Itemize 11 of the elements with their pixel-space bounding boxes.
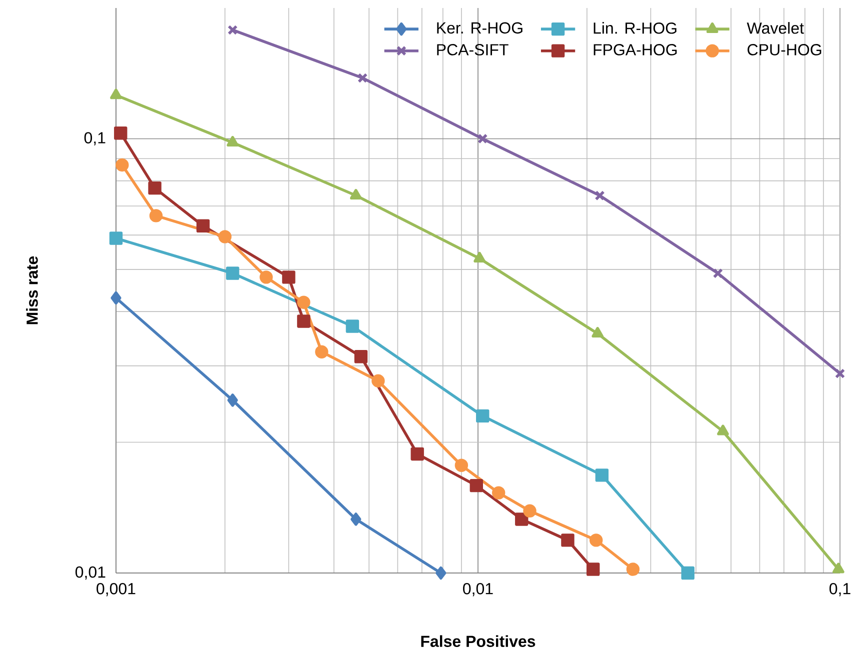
x-tick-label: 0,001 — [96, 583, 136, 596]
y-axis-title: Miss rate — [26, 256, 38, 324]
legend-label: CPU-HOG — [748, 44, 822, 56]
legend-label: FPGA-HOG — [594, 44, 677, 56]
x-tick-label: 0,01 — [463, 583, 493, 596]
x-axis-title: False Positives — [421, 635, 536, 647]
legend-label: PCA-SIFT — [437, 44, 508, 56]
legend-label: Wavelet — [746, 22, 804, 34]
x-tick-label: 0,1 — [829, 583, 850, 596]
legend-label: Lin. R-HOG — [594, 22, 676, 34]
legend-label: Ker. R-HOG — [437, 22, 522, 34]
